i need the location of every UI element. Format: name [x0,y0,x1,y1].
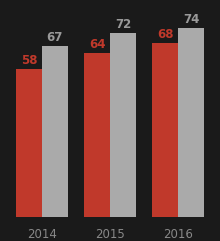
Bar [42,46,68,217]
Text: 67: 67 [47,31,63,44]
Bar [16,69,42,217]
Bar [152,43,178,217]
Text: 2014: 2014 [27,228,57,241]
Text: 2016: 2016 [163,228,193,241]
Bar [178,28,204,217]
Text: 64: 64 [89,38,105,51]
Text: 68: 68 [157,28,173,41]
Text: 58: 58 [21,54,37,67]
Bar [84,53,110,217]
Text: 72: 72 [115,18,131,31]
Bar [110,33,136,217]
Text: 2015: 2015 [95,228,125,241]
Text: 74: 74 [183,13,199,26]
